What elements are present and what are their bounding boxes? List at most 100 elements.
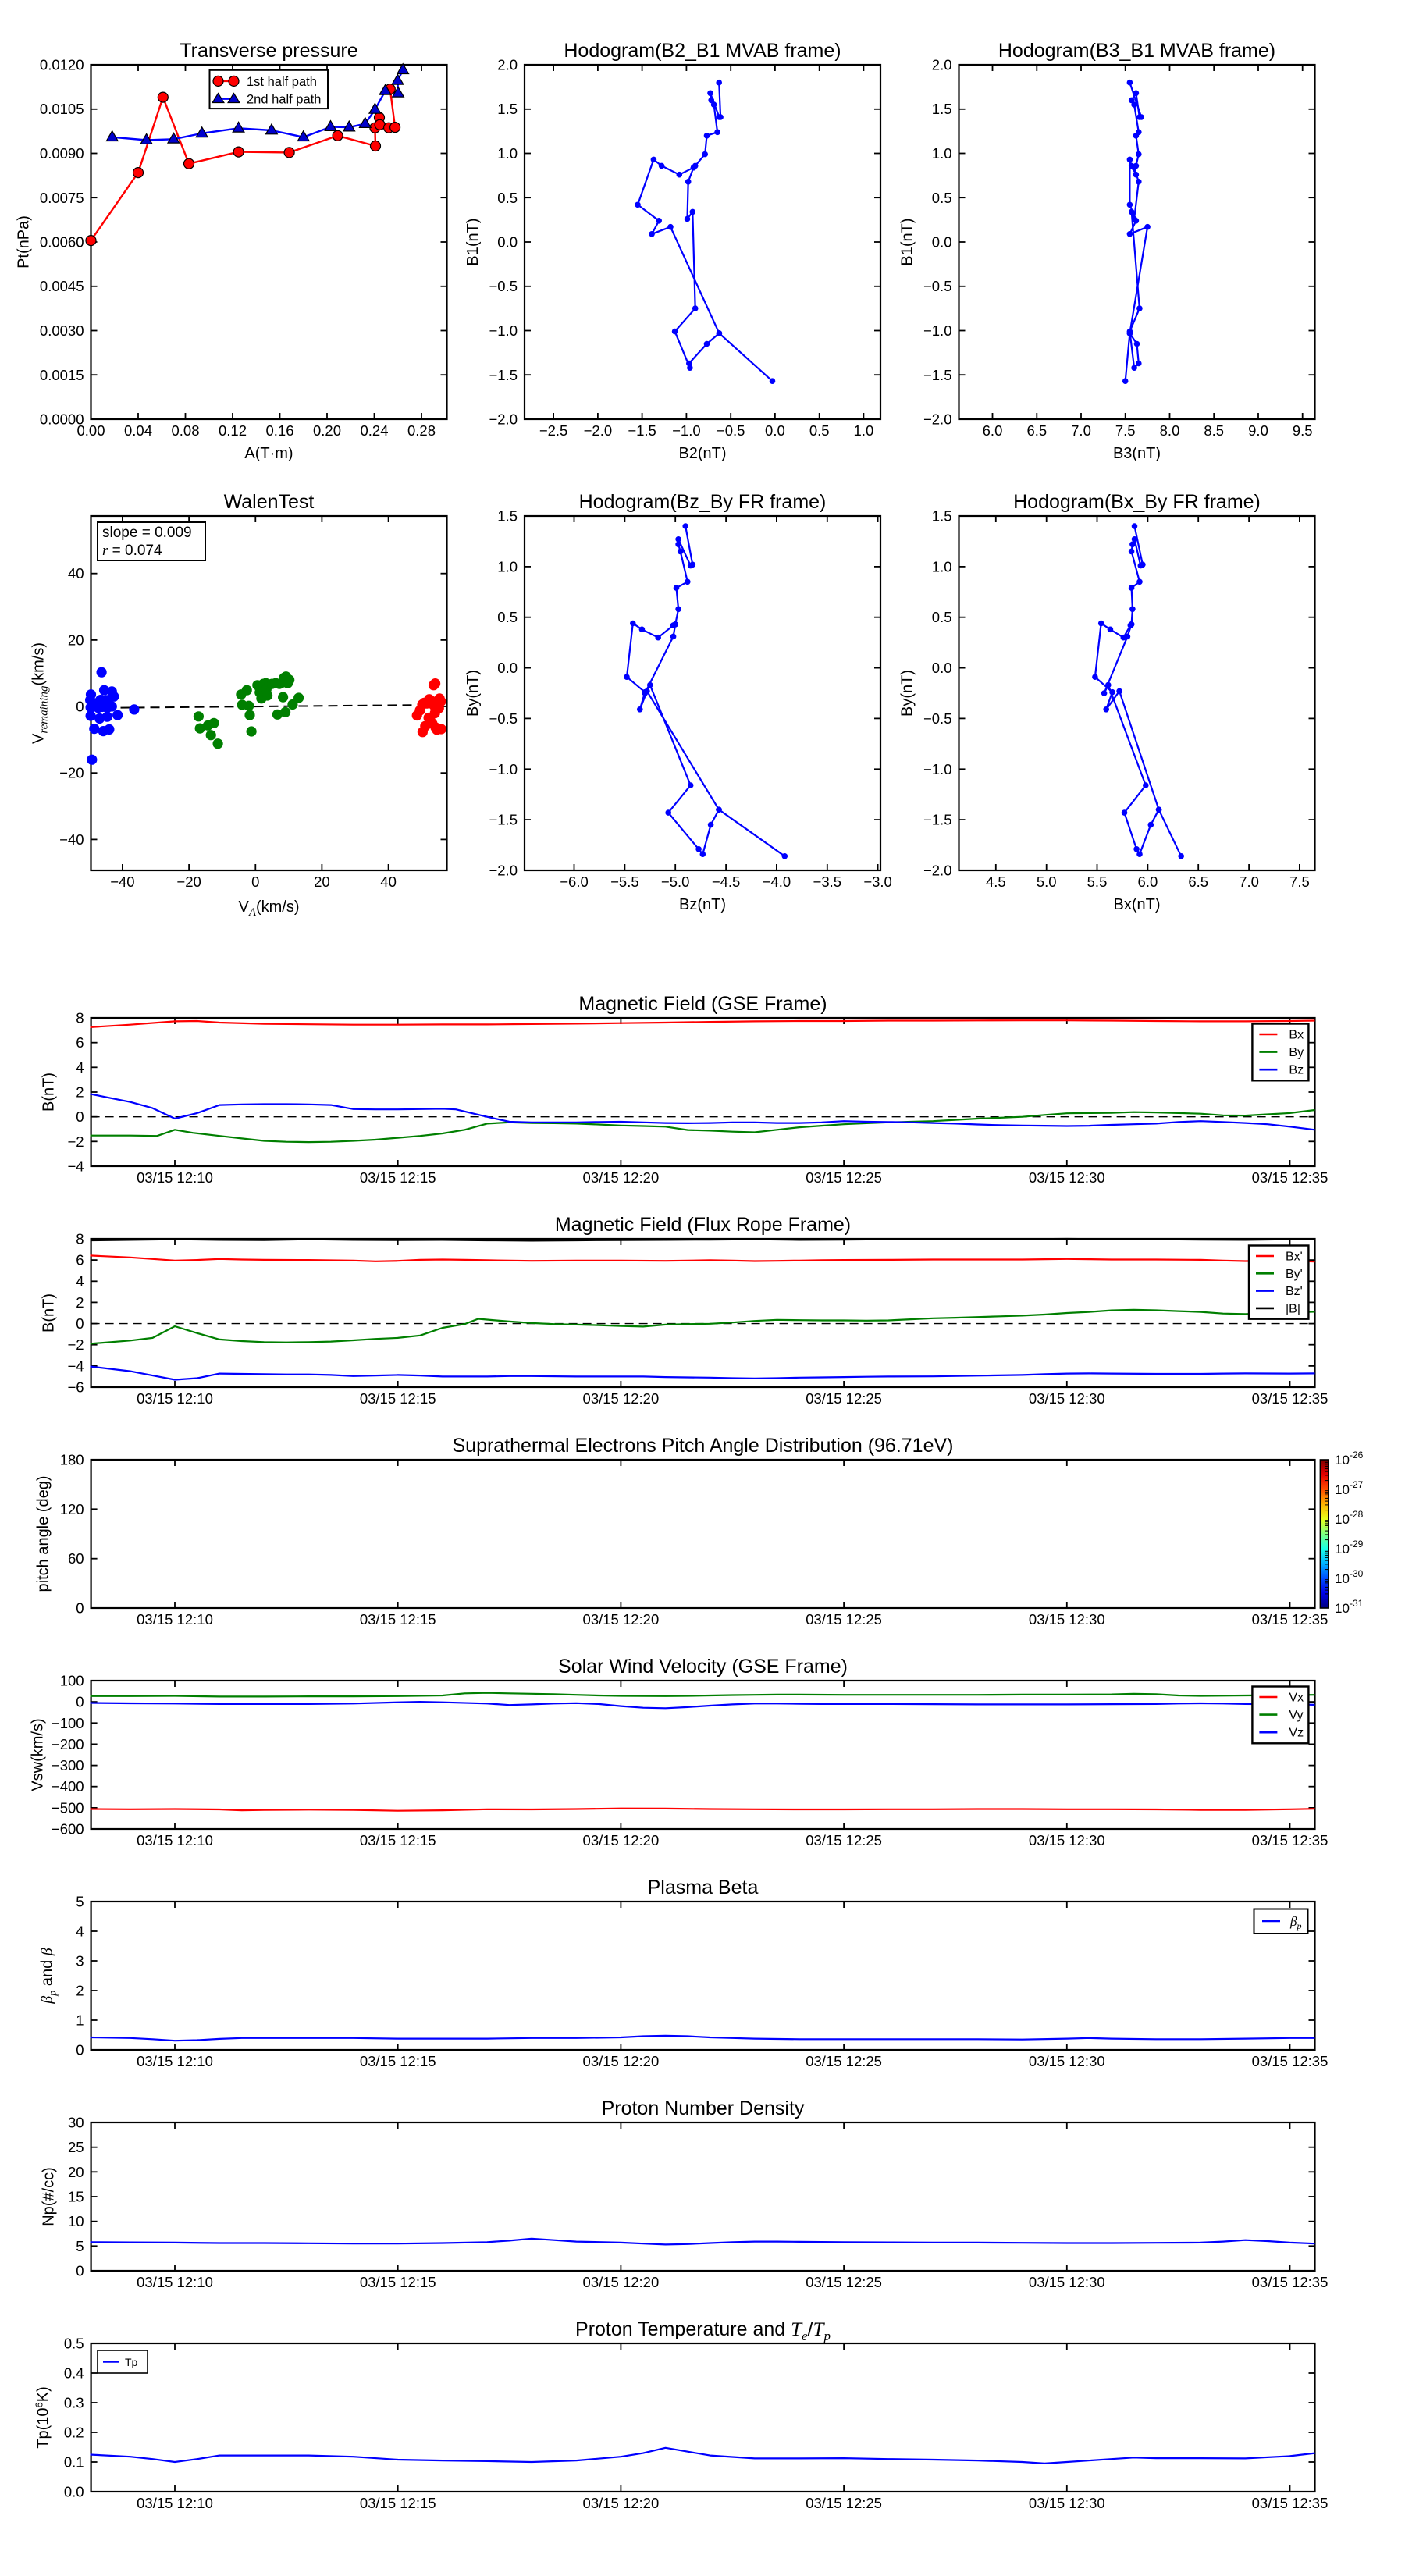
svg-text:03/15 12:30: 03/15 12:30 <box>1029 1390 1105 1407</box>
svg-text:Tp(106K): Tp(106K) <box>34 2386 52 2448</box>
svg-text:-26: -26 <box>1350 1450 1364 1461</box>
svg-text:r = 0.074: r = 0.074 <box>102 543 162 559</box>
svg-text:0.0: 0.0 <box>497 234 518 251</box>
svg-text:Vx: Vx <box>1289 1692 1304 1705</box>
svg-text:−1.0: −1.0 <box>489 761 518 777</box>
svg-text:6.5: 6.5 <box>1188 873 1208 890</box>
svg-text:9.0: 9.0 <box>1248 422 1268 439</box>
svg-text:0.0075: 0.0075 <box>40 190 84 206</box>
svg-text:1.5: 1.5 <box>497 508 518 525</box>
svg-text:03/15 12:35: 03/15 12:35 <box>1252 1169 1329 1186</box>
svg-text:2: 2 <box>76 1084 84 1101</box>
svg-text:By': By' <box>1286 1268 1303 1281</box>
svg-text:−200: −200 <box>52 1736 84 1752</box>
svg-text:03/15 12:35: 03/15 12:35 <box>1252 2495 1329 2511</box>
svg-text:B2(nT): B2(nT) <box>678 445 726 462</box>
svg-text:By(nT): By(nT) <box>899 670 916 717</box>
svg-text:03/15 12:30: 03/15 12:30 <box>1029 2495 1105 2511</box>
svg-text:−1.5: −1.5 <box>489 367 518 383</box>
svg-text:03/15 12:20: 03/15 12:20 <box>583 2495 660 2511</box>
svg-text:1.0: 1.0 <box>497 558 518 575</box>
svg-text:03/15 12:15: 03/15 12:15 <box>360 1611 436 1628</box>
svg-text:03/15 12:10: 03/15 12:10 <box>137 2053 213 2069</box>
svg-text:40: 40 <box>68 565 84 582</box>
svg-text:2: 2 <box>76 1983 84 1999</box>
svg-text:B(nT): B(nT) <box>41 1073 58 1112</box>
svg-text:−1.5: −1.5 <box>923 812 952 828</box>
svg-text:A(T·m): A(T·m) <box>244 445 293 462</box>
svg-text:0.00: 0.00 <box>76 422 105 439</box>
svg-text:B1(nT): B1(nT) <box>899 218 916 265</box>
svg-text:−100: −100 <box>52 1715 84 1731</box>
svg-text:1.0: 1.0 <box>497 145 518 162</box>
svg-text:1.5: 1.5 <box>497 101 518 117</box>
svg-text:0.12: 0.12 <box>219 422 247 439</box>
svg-text:0.5: 0.5 <box>497 609 518 625</box>
svg-text:−4.5: −4.5 <box>712 873 741 890</box>
svg-text:−2.0: −2.0 <box>923 863 952 879</box>
svg-text:7.5: 7.5 <box>1115 422 1136 439</box>
svg-text:03/15 12:25: 03/15 12:25 <box>806 1390 882 1407</box>
svg-text:−20: −20 <box>176 873 201 890</box>
svg-text:4: 4 <box>76 1923 84 1940</box>
svg-text:0.5: 0.5 <box>932 609 952 625</box>
svg-text:03/15 12:15: 03/15 12:15 <box>360 2053 436 2069</box>
svg-text:WalenTest: WalenTest <box>224 491 315 513</box>
svg-text:5.0: 5.0 <box>1037 873 1057 890</box>
svg-text:03/15 12:25: 03/15 12:25 <box>806 1169 882 1186</box>
svg-text:03/15 12:30: 03/15 12:30 <box>1029 1611 1105 1628</box>
svg-text:03/15 12:15: 03/15 12:15 <box>360 2495 436 2511</box>
svg-text:2.0: 2.0 <box>497 57 518 73</box>
svg-text:03/15 12:20: 03/15 12:20 <box>583 1390 660 1407</box>
svg-text:Bz': Bz' <box>1286 1285 1303 1298</box>
svg-text:-27: -27 <box>1350 1479 1364 1490</box>
svg-text:−0.5: −0.5 <box>489 278 518 294</box>
svg-text:1st half path: 1st half path <box>247 75 317 89</box>
svg-text:0: 0 <box>76 1694 84 1710</box>
svg-text:Bx(nT): Bx(nT) <box>1114 896 1161 913</box>
svg-text:Vsw(km/s): Vsw(km/s) <box>30 1718 47 1791</box>
svg-text:03/15 12:30: 03/15 12:30 <box>1029 2274 1105 2290</box>
svg-text:−3.5: −3.5 <box>813 873 842 890</box>
svg-text:Hodogram(B2_B1 MVAB frame): Hodogram(B2_B1 MVAB frame) <box>564 40 841 62</box>
svg-text:−3.0: −3.0 <box>863 873 892 890</box>
svg-text:03/15 12:15: 03/15 12:15 <box>360 1832 436 1848</box>
svg-text:1.0: 1.0 <box>932 145 952 162</box>
svg-text:0.1: 0.1 <box>64 2454 84 2471</box>
svg-text:8: 8 <box>76 1010 84 1026</box>
svg-text:0: 0 <box>76 1600 84 1617</box>
svg-text:20: 20 <box>68 2164 84 2180</box>
svg-text:−1.5: −1.5 <box>489 812 518 828</box>
svg-text:-30: -30 <box>1350 1568 1364 1579</box>
svg-text:0.20: 0.20 <box>313 422 341 439</box>
svg-text:40: 40 <box>380 873 397 890</box>
svg-text:−5.0: −5.0 <box>661 873 690 890</box>
svg-text:120: 120 <box>60 1501 84 1517</box>
svg-text:−2: −2 <box>68 1336 84 1353</box>
svg-text:1: 1 <box>76 2012 84 2029</box>
svg-text:-31: -31 <box>1350 1598 1364 1609</box>
svg-text:−20: −20 <box>59 765 84 781</box>
svg-text:6: 6 <box>76 1034 84 1051</box>
svg-text:1.0: 1.0 <box>932 558 952 575</box>
svg-text:8: 8 <box>76 1231 84 1247</box>
svg-text:0.0045: 0.0045 <box>40 278 84 294</box>
svg-text:4.5: 4.5 <box>986 873 1006 890</box>
svg-text:0: 0 <box>76 2263 84 2279</box>
svg-text:−1.0: −1.0 <box>923 322 952 339</box>
svg-text:Bz(nT): Bz(nT) <box>679 896 726 913</box>
svg-text:25: 25 <box>68 2139 84 2155</box>
svg-text:03/15 12:30: 03/15 12:30 <box>1029 1832 1105 1848</box>
svg-text:100: 100 <box>60 1673 84 1689</box>
svg-text:By: By <box>1289 1046 1304 1059</box>
svg-text:Bx': Bx' <box>1286 1251 1303 1264</box>
svg-text:−0.5: −0.5 <box>923 278 952 294</box>
svg-text:βp: βp <box>1289 1914 1301 1931</box>
svg-text:0.0: 0.0 <box>932 660 952 676</box>
svg-text:βp and β: βp and β <box>39 1948 59 2004</box>
svg-text:0.5: 0.5 <box>809 422 830 439</box>
svg-text:03/15 12:20: 03/15 12:20 <box>583 2053 660 2069</box>
svg-text:6.0: 6.0 <box>1138 873 1158 890</box>
svg-text:0.0015: 0.0015 <box>40 367 84 383</box>
svg-text:Plasma Beta: Plasma Beta <box>648 1877 759 1898</box>
